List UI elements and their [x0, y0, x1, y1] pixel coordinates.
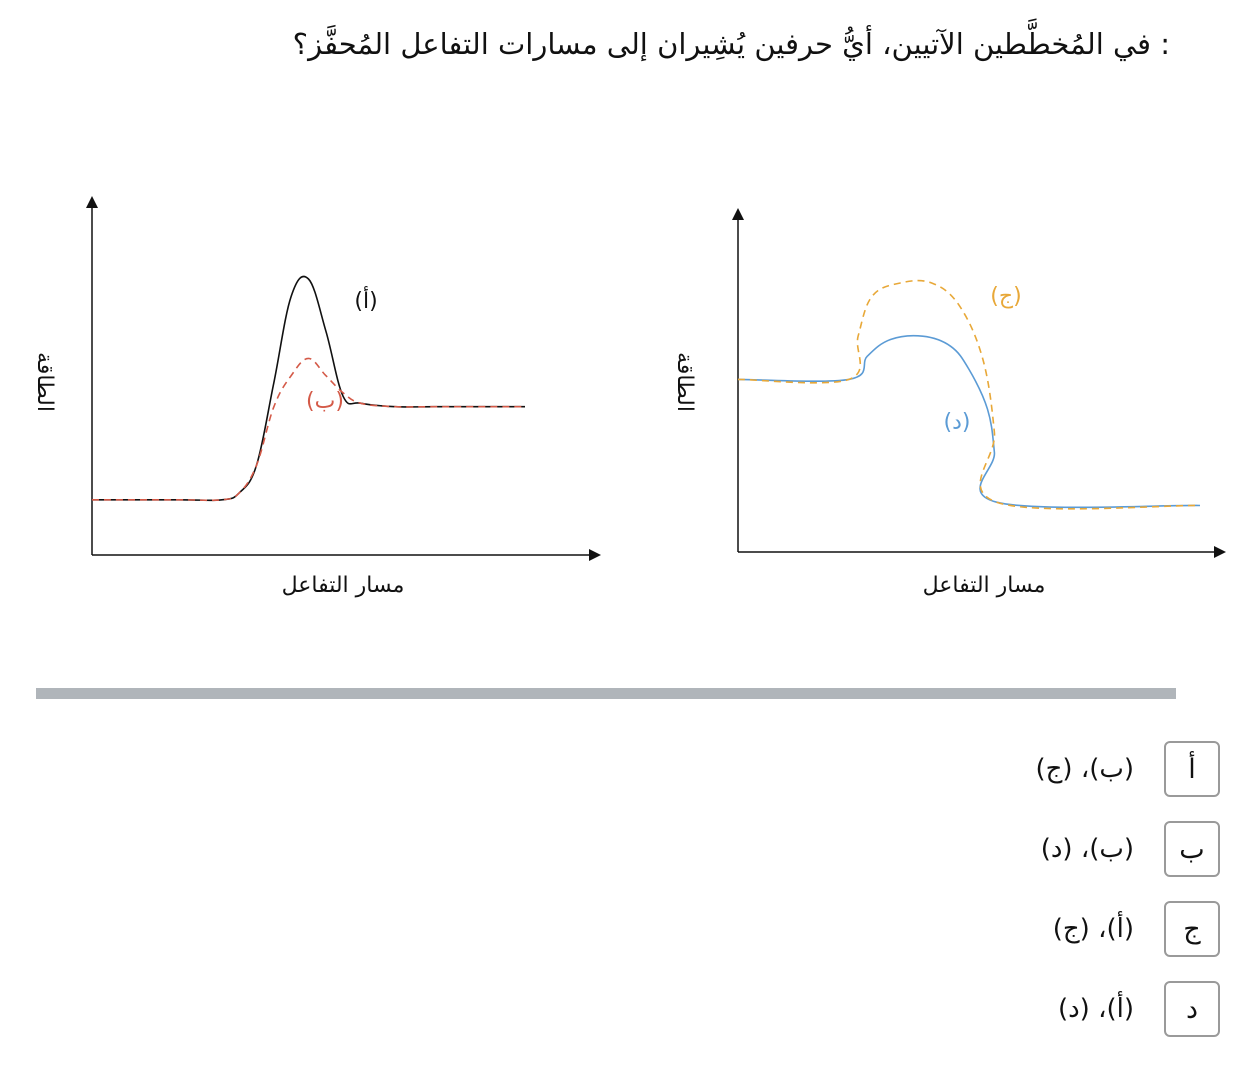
series-line-0-0 — [92, 275, 525, 502]
option-b[interactable]: ب (ب)، (د) — [1036, 820, 1220, 878]
option-a[interactable]: أ (ب)، (ج) — [1035, 740, 1220, 798]
y-axis-label: الطاقة — [672, 352, 697, 412]
curve-label-a: (أ) — [354, 286, 377, 314]
question-text: : في المُخطَّطين الآتيين، أيُّ حرفين يُش… — [292, 27, 1170, 61]
option-text: (أ)، (ج) — [1052, 914, 1134, 944]
y-axis-label: الطاقة — [32, 352, 57, 412]
option-text: (أ)، (د) — [1057, 994, 1134, 1024]
option-text: (ب)، (ج) — [1035, 754, 1135, 784]
option-key: ب — [1164, 821, 1220, 877]
energy-diagram-right: مسار التفاعل الطاقة (د) (ج) — [672, 208, 1226, 598]
series-line-1-1 — [737, 279, 1201, 510]
section-divider — [36, 688, 1176, 699]
option-key: أ — [1164, 741, 1220, 797]
energy-diagram-left: مسار التفاعل الطاقة (أ) (ب) — [32, 196, 601, 598]
answer-options: أ (ب)، (ج) ب (ب)، (د) ج (أ)، (ج) د (أ)، … — [1035, 740, 1220, 1060]
option-key: د — [1164, 981, 1220, 1037]
option-key: ج — [1164, 901, 1220, 957]
series-line-0-1 — [92, 357, 525, 502]
option-c[interactable]: ج (أ)، (ج) — [1036, 900, 1220, 958]
curve-label-d: (د) — [944, 410, 971, 435]
x-axis-label: مسار التفاعل — [923, 573, 1046, 598]
curve-label-b: (ب) — [306, 389, 344, 414]
option-text: (ب)، (د) — [1040, 834, 1134, 864]
option-d[interactable]: د (أ)، (د) — [1036, 980, 1220, 1038]
curve-label-c: (ج) — [990, 284, 1021, 309]
x-axis-label: مسار التفاعل — [282, 573, 405, 598]
